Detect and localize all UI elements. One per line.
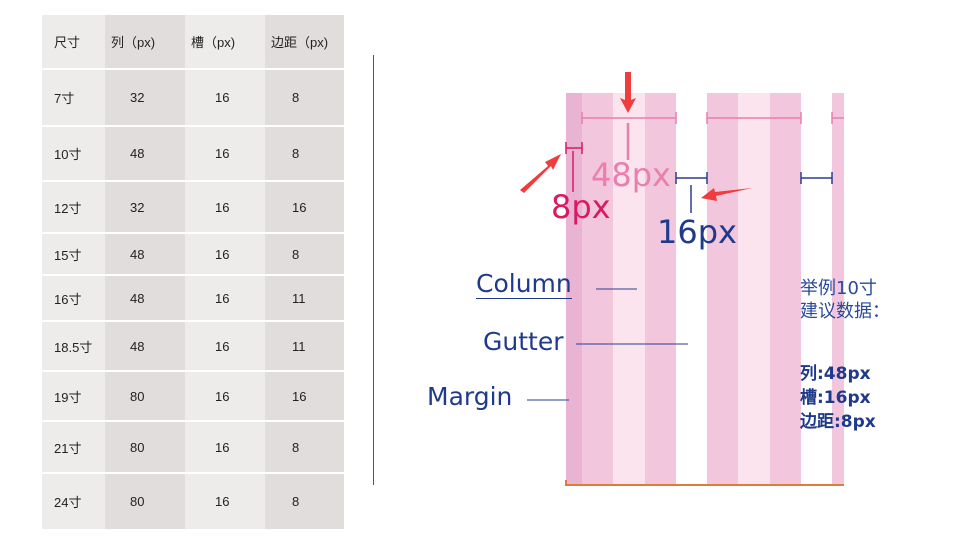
- margin-cell: 8: [265, 70, 344, 125]
- header-gutter: 槽（px): [185, 15, 265, 68]
- gutter-cell: 16: [185, 70, 265, 125]
- header-margin: 边距（px): [265, 15, 344, 68]
- gutter-cell: 16: [185, 182, 265, 232]
- gutter-brackets: [675, 172, 833, 213]
- column-2-right: [770, 93, 801, 485]
- gutter-width-label: 16px: [657, 213, 737, 251]
- header-column: 列（px): [105, 15, 185, 68]
- column-cell: 48: [105, 234, 185, 274]
- header-size: 尺寸: [42, 15, 105, 68]
- table-row: 16寸 48 16 11: [42, 276, 344, 322]
- column-width-label: 48px: [591, 156, 671, 194]
- column-cell: 48: [105, 276, 185, 320]
- column-cell: 32: [105, 182, 185, 232]
- gutter-cell: 16: [185, 474, 265, 529]
- margin-cell: 11: [265, 276, 344, 320]
- table-row: 21寸 80 16 8: [42, 422, 344, 474]
- example-title-1: 举例10寸: [800, 278, 877, 299]
- size-cell: 12寸: [42, 182, 105, 232]
- table-row: 7寸 32 16 8: [42, 70, 344, 127]
- gutter-cell: 16: [185, 276, 265, 320]
- table-header: 尺寸 列（px) 槽（px) 边距（px): [42, 15, 344, 70]
- table-row: 19寸 80 16 16: [42, 372, 344, 422]
- arrow-down-icon: [620, 72, 636, 113]
- example-title-2: 建议数据：: [800, 301, 890, 322]
- margin-cell: 8: [265, 234, 344, 274]
- table-row: 10寸 48 16 8: [42, 127, 344, 182]
- table-row: 18.5寸 48 16 11: [42, 322, 344, 372]
- table-row: 24寸 80 16 8: [42, 474, 344, 531]
- example-note: 举例10寸 建议数据： 列:48px 槽:16px 边距:8px: [800, 277, 890, 434]
- example-column: 列:48px: [800, 364, 871, 384]
- margin-bracket: [565, 142, 583, 192]
- pointer-lines: [527, 288, 688, 401]
- example-gutter: 槽:16px: [800, 388, 871, 408]
- margin-label: Margin: [427, 382, 513, 411]
- size-cell: 21寸: [42, 422, 105, 472]
- size-cell: 24寸: [42, 474, 105, 529]
- margin-width-label: 8px: [551, 188, 611, 226]
- column-2-mid: [738, 93, 770, 485]
- table-row: 12寸 32 16 16: [42, 182, 344, 234]
- divider: [373, 55, 374, 485]
- size-cell: 19寸: [42, 372, 105, 420]
- gutter-label: Gutter: [483, 327, 564, 356]
- gutter-cell: 16: [185, 127, 265, 180]
- margin-cell: 8: [265, 127, 344, 180]
- gutter-cell: 16: [185, 322, 265, 370]
- size-cell: 7寸: [42, 70, 105, 125]
- gutter-cell: 16: [185, 422, 265, 472]
- size-cell: 18.5寸: [42, 322, 105, 370]
- screen-size-table: 尺寸 列（px) 槽（px) 边距（px) 7寸 32 16 8 10寸 48 16 8 12寸…: [42, 15, 344, 531]
- gutter-cell: 16: [185, 372, 265, 420]
- column-cell: 48: [105, 322, 185, 370]
- table-row: 15寸 48 16 8: [42, 234, 344, 276]
- column-cell: 80: [105, 422, 185, 472]
- margin-cell: 16: [265, 372, 344, 420]
- column-cell: 48: [105, 127, 185, 180]
- margin-cell: 8: [265, 474, 344, 529]
- margin-cell: 11: [265, 322, 344, 370]
- size-cell: 15寸: [42, 234, 105, 274]
- size-cell: 10寸: [42, 127, 105, 180]
- column-3: [832, 93, 844, 485]
- column-1-right: [645, 93, 676, 485]
- margin-stripe: [566, 93, 582, 485]
- gutter-cell: 16: [185, 234, 265, 274]
- column-2: [707, 93, 738, 485]
- column-width-brackets: [581, 112, 844, 160]
- column-cell: 32: [105, 70, 185, 125]
- example-margin: 边距:8px: [800, 412, 876, 432]
- margin-cell: 8: [265, 422, 344, 472]
- arrow-up-right-icon: [520, 154, 561, 193]
- arrow-left-icon: [701, 188, 752, 201]
- column-label: Column: [476, 269, 572, 299]
- column-cell: 80: [105, 474, 185, 529]
- margin-cell: 16: [265, 182, 344, 232]
- red-arrows: [520, 72, 752, 201]
- size-cell: 16寸: [42, 276, 105, 320]
- column-cell: 80: [105, 372, 185, 420]
